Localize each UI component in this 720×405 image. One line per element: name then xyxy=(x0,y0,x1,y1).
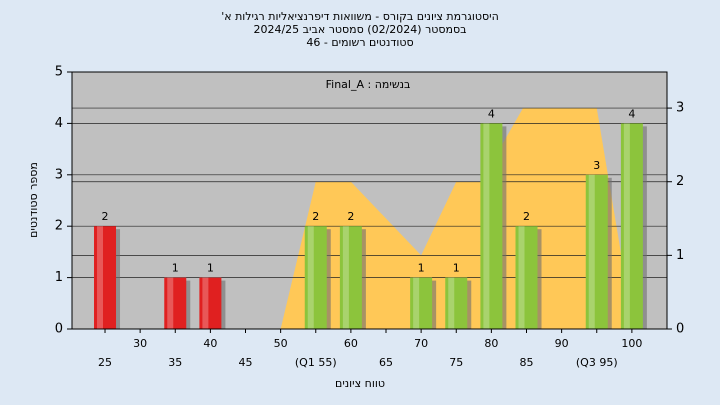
bar xyxy=(585,174,608,329)
y2-tick-label: 1 xyxy=(676,248,684,263)
data-label: 4 xyxy=(628,107,635,120)
data-label: 2 xyxy=(347,210,354,223)
x-tick-label: 40 xyxy=(203,337,217,350)
bar-highlight xyxy=(342,226,349,329)
x-tick-label: (Q3 95) xyxy=(576,356,618,369)
x-tick-label: 80 xyxy=(484,337,498,350)
bar-highlight xyxy=(413,277,420,329)
chart-subtitle: סטודנטים רשומים - 46 xyxy=(306,36,413,49)
bar xyxy=(94,226,117,329)
bar xyxy=(480,123,503,330)
chart-subtitle: בסמסטר (02/2024) סמסטר אביב 2024/25 xyxy=(253,23,466,36)
data-label: 1 xyxy=(418,262,425,275)
data-label: 4 xyxy=(488,107,495,120)
bar-highlight xyxy=(167,277,174,329)
y2-tick-label: 2 xyxy=(676,174,684,189)
data-label: 2 xyxy=(102,210,109,223)
x-tick-label: 50 xyxy=(274,337,288,350)
x-tick-label: 25 xyxy=(98,356,112,369)
data-label: 3 xyxy=(593,159,600,172)
x-tick-label: 90 xyxy=(555,337,569,350)
bar-highlight xyxy=(97,226,104,329)
x-tick-label: 65 xyxy=(379,356,393,369)
bar-highlight xyxy=(518,226,525,329)
bar xyxy=(515,226,538,329)
bar xyxy=(304,226,327,329)
y-tick-label: 1 xyxy=(55,270,63,285)
y-tick-label: 3 xyxy=(55,167,63,182)
y2-tick-label: 3 xyxy=(676,101,684,116)
data-label: 2 xyxy=(312,210,319,223)
bar xyxy=(339,226,362,329)
chart-title: היסטוגרמת ציונים בקורס - משוואות דיפרנצי… xyxy=(221,10,499,23)
data-label: 2 xyxy=(523,210,530,223)
y2-tick-label: 0 xyxy=(676,322,684,337)
data-label: 1 xyxy=(207,262,214,275)
data-label: 1 xyxy=(172,262,179,275)
x-tick-label: 75 xyxy=(449,356,463,369)
bar-highlight xyxy=(448,277,455,329)
y-tick-label: 2 xyxy=(55,219,63,234)
annotation: בנשימה : Final_A xyxy=(326,78,411,91)
bar-highlight xyxy=(588,174,595,329)
x-tick-label: 45 xyxy=(239,356,253,369)
y-axis-label: מספר סטודנטים xyxy=(27,162,40,238)
bar xyxy=(164,277,187,329)
plot-border xyxy=(71,71,668,330)
y-tick-label: 4 xyxy=(55,116,63,131)
x-tick-label: 35 xyxy=(168,356,182,369)
bar xyxy=(410,277,433,329)
x-tick-label: 70 xyxy=(414,337,428,350)
data-label: 1 xyxy=(453,262,460,275)
bar xyxy=(620,123,643,330)
y-tick-label: 5 xyxy=(55,65,63,80)
x-tick-label: 30 xyxy=(133,337,147,350)
bar xyxy=(199,277,222,329)
x-tick-label: 100 xyxy=(621,337,642,350)
x-axis-label: טווח ציונים xyxy=(335,377,385,390)
bar-highlight xyxy=(307,226,314,329)
bar xyxy=(445,277,468,329)
x-tick-label: 60 xyxy=(344,337,358,350)
bar-highlight xyxy=(202,277,209,329)
x-tick-label: (Q1 55) xyxy=(295,356,337,369)
x-tick-label: 85 xyxy=(520,356,534,369)
y-tick-label: 0 xyxy=(55,322,63,337)
bar-highlight xyxy=(483,123,490,330)
bar-highlight xyxy=(623,123,630,330)
